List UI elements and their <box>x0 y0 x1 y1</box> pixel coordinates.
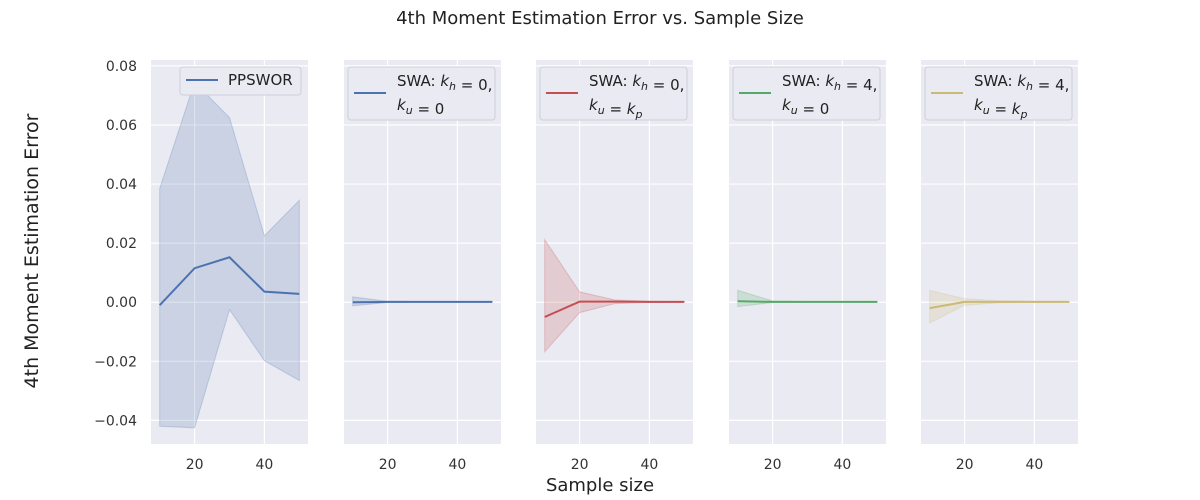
x-tick-label: 20 <box>956 457 974 473</box>
legend: SWA: kh = 4,ku = kp <box>924 66 1073 121</box>
legend-box <box>179 66 302 96</box>
y-tick-label: 0.02 <box>106 236 137 252</box>
series-line <box>737 300 878 303</box>
legend-label-line-1: SWA: kh = 0, <box>397 72 492 94</box>
x-tick-label: 40 <box>640 457 658 473</box>
y-tick-label: 0.04 <box>106 177 137 193</box>
panel-2: 20 40 SWA: kh = 0,ku = 0 <box>344 60 501 473</box>
panel-4: 20 40 SWA: kh = 4,ku = 0 <box>729 60 886 473</box>
y-tick-label: 0.06 <box>106 118 137 134</box>
panel-5: 20 40 SWA: kh = 4,ku = kp <box>921 60 1078 473</box>
y-tick-label: −0.04 <box>94 413 137 429</box>
y-tick-label: −0.02 <box>94 354 137 370</box>
x-tick-label: 20 <box>571 457 589 473</box>
x-axis-label: Sample size <box>546 475 654 496</box>
x-tick-label: 40 <box>255 457 273 473</box>
y-tick-label: 0.08 <box>106 59 137 75</box>
legend-label: PPSWOR <box>228 71 293 89</box>
x-tick-label: 20 <box>186 457 204 473</box>
panel-1: 20 40 PPSWOR 0.08 0.06 0.04 0.02 0.00 −0.02 −0.04 <box>94 59 308 473</box>
panel-background <box>921 60 1078 444</box>
legend-label-line-1: SWA: kh = 4, <box>782 72 877 94</box>
legend-label-line-2: ku = 0 <box>782 96 829 118</box>
panels-group: 20 40 PPSWOR 0.08 0.06 0.04 0.02 0.00 −0.02 −0.04… <box>94 59 1078 473</box>
x-tick-label: 20 <box>379 457 397 473</box>
x-tick-label: 40 <box>1025 457 1043 473</box>
panel-background <box>729 60 886 444</box>
y-axis-label: 4th Moment Estimation Error <box>21 113 43 388</box>
panel-background <box>344 60 501 444</box>
panel-3: 20 40 SWA: kh = 0,ku = kp <box>536 60 693 473</box>
confidence-band <box>159 81 300 429</box>
panel-background <box>536 60 693 444</box>
legend-label-line-1: SWA: kh = 4, <box>974 72 1069 94</box>
legend: SWA: kh = 0,ku = kp <box>539 66 688 121</box>
legend-box <box>347 66 496 121</box>
chart-title: 4th Moment Estimation Error vs. Sample S… <box>396 8 804 29</box>
legend-label-line-2: ku = kp <box>974 96 1027 121</box>
legend-label-line-2: ku = 0 <box>397 96 444 118</box>
x-tick-label: 40 <box>448 457 466 473</box>
x-tick-label: 20 <box>764 457 782 473</box>
legend-box <box>732 66 881 121</box>
y-tick-label: 0.00 <box>106 295 137 311</box>
x-tick-label: 40 <box>833 457 851 473</box>
legend-box <box>539 66 688 121</box>
legend-box <box>924 66 1073 121</box>
legend: PPSWOR <box>179 66 302 96</box>
legend-label-line-2: ku = kp <box>589 96 642 121</box>
panel-background <box>151 60 308 444</box>
legend: SWA: kh = 0,ku = 0 <box>347 66 496 121</box>
legend: SWA: kh = 4,ku = 0 <box>732 66 881 121</box>
legend-label-line-1: SWA: kh = 0, <box>589 72 684 94</box>
